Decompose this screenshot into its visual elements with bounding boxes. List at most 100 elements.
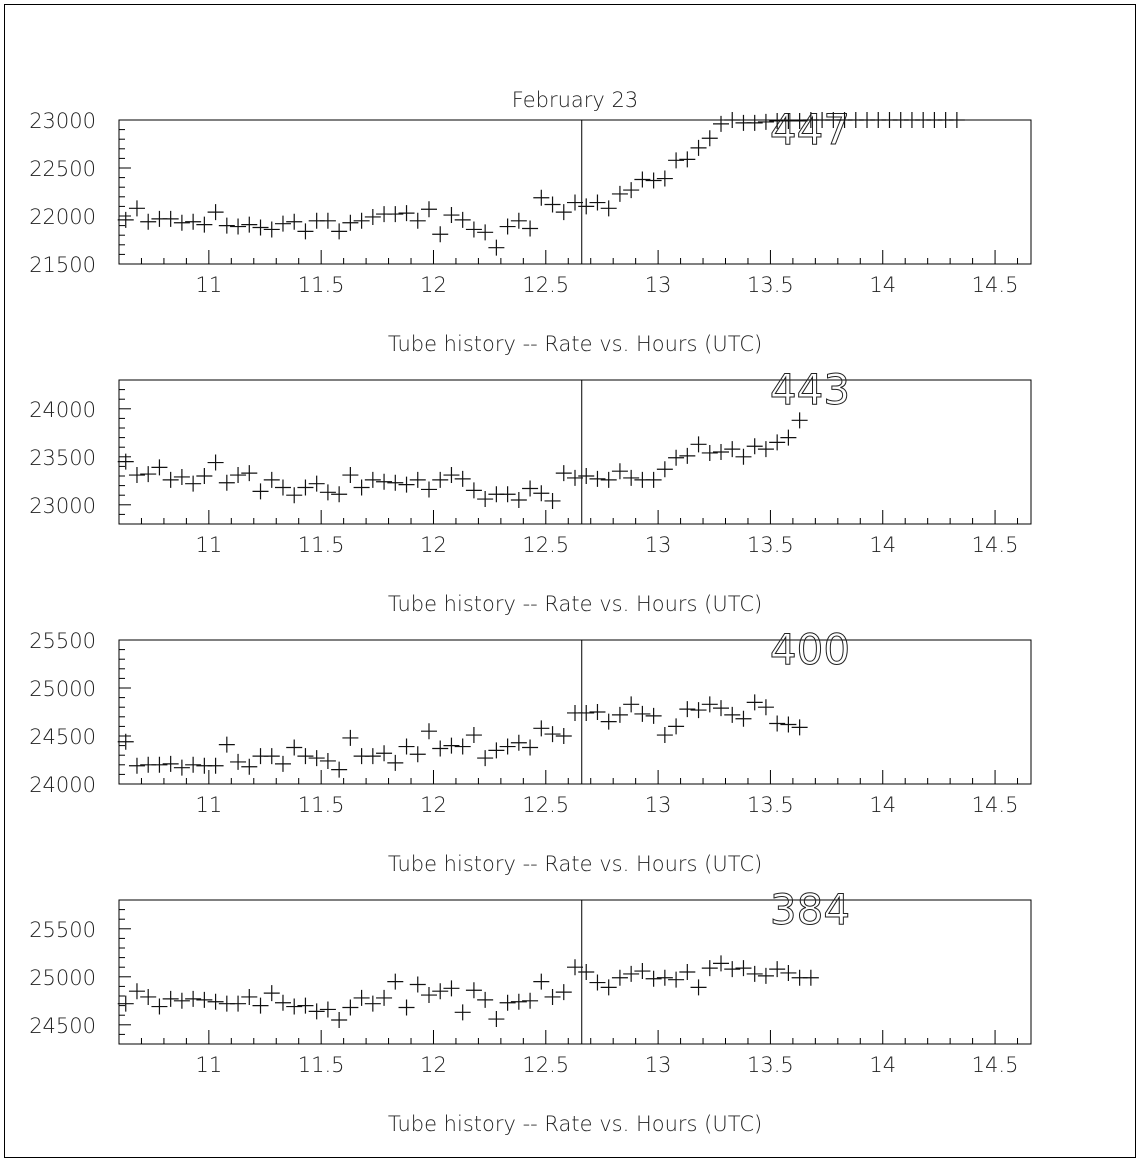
data-point — [387, 474, 404, 491]
data-point — [252, 219, 269, 236]
data-point — [488, 239, 505, 256]
data-point — [791, 112, 808, 129]
data-point — [218, 736, 235, 753]
data-point — [611, 185, 628, 202]
x-tick-label: 14.5 — [972, 273, 1019, 297]
x-tick-label: 13 — [645, 1053, 672, 1077]
data-point — [746, 438, 763, 455]
x-tick-label: 12 — [420, 273, 447, 297]
data-point — [230, 218, 247, 235]
x-tick-label: 14.5 — [972, 793, 1019, 817]
x-tick-label: 11.5 — [298, 793, 345, 817]
data-point — [567, 194, 583, 211]
data-point — [645, 707, 662, 724]
data-point — [713, 444, 730, 460]
chart-panel-447: 11 11.5 12 12.5 13 13.5 14 14.5 21500 22000 22500 2… — [29, 105, 1032, 356]
data-point — [196, 216, 213, 233]
data-point — [510, 993, 527, 1010]
data-point — [342, 467, 359, 484]
data-point — [623, 469, 640, 486]
data-point — [308, 1003, 325, 1020]
x-tick-label: 12.5 — [522, 1053, 569, 1077]
data-point — [477, 491, 494, 508]
data-point — [454, 211, 471, 228]
data-point — [252, 483, 269, 500]
data-point — [701, 130, 718, 147]
data-point — [342, 999, 359, 1016]
data-point — [353, 479, 370, 496]
data-point — [679, 701, 696, 718]
data-point — [757, 113, 774, 130]
data-point — [432, 226, 449, 243]
data-point — [274, 215, 291, 232]
data-point — [376, 473, 393, 490]
data-point — [948, 112, 965, 128]
data-point — [578, 198, 595, 215]
data-point — [724, 441, 741, 458]
data-point — [578, 468, 595, 484]
data-point — [668, 449, 685, 466]
tube-id-label: 443 — [770, 365, 850, 414]
data-point — [791, 719, 808, 736]
data-point — [499, 486, 516, 503]
data-point — [162, 471, 179, 488]
data-point — [398, 738, 415, 755]
data-point — [173, 468, 190, 485]
data-point — [454, 738, 471, 755]
data-point — [443, 207, 460, 224]
data-point — [465, 482, 482, 499]
data-point — [420, 481, 437, 498]
x-axis-label: Tube history -- Rate vs. Hours (UTC) — [388, 592, 762, 616]
data-point — [185, 475, 202, 492]
data-point — [196, 468, 213, 484]
data-point — [387, 206, 404, 223]
data-point — [746, 694, 763, 711]
data-point — [128, 757, 145, 774]
data-point — [522, 220, 539, 237]
x-tick-label: 13.5 — [747, 533, 794, 557]
y-tick-label: 23000 — [29, 109, 96, 133]
data-point — [746, 965, 763, 982]
data-point — [185, 756, 202, 773]
data-point — [769, 715, 786, 732]
data-point — [286, 487, 303, 504]
data-point — [252, 997, 269, 1014]
chart-panel-384: 11 11.5 12 12.5 13 13.5 14 14.5 24500 25000 25500 3… — [29, 885, 1032, 1136]
x-tick-label: 12 — [420, 533, 447, 557]
data-point — [701, 960, 718, 977]
data-point — [690, 979, 707, 996]
data-point — [713, 955, 730, 972]
y-tick-label: 25000 — [29, 677, 96, 701]
data-point — [331, 486, 348, 503]
data-point — [600, 200, 617, 217]
x-tick-label: 12.5 — [522, 793, 569, 817]
data-point — [274, 755, 291, 772]
data-point — [488, 742, 505, 759]
data-point — [207, 993, 224, 1010]
data-point — [286, 739, 303, 756]
data-point — [802, 969, 819, 986]
data-point — [398, 999, 415, 1016]
data-point — [173, 992, 190, 1009]
data-point — [140, 213, 157, 230]
data-point — [308, 475, 325, 492]
data-point — [522, 739, 539, 756]
data-point — [488, 1011, 505, 1028]
data-point — [668, 971, 685, 988]
data-point — [286, 213, 303, 230]
data-point — [319, 484, 336, 501]
data-point — [230, 467, 247, 484]
data-point — [117, 211, 134, 228]
data-point — [555, 465, 572, 482]
data-point — [420, 987, 437, 1004]
tube-id-label: 384 — [770, 885, 850, 934]
data-point — [297, 479, 314, 496]
data-point — [230, 995, 247, 1012]
x-tick-label: 13.5 — [747, 1053, 794, 1077]
x-axis-label: Tube history -- Rate vs. Hours (UTC) — [388, 1112, 762, 1136]
x-axis-label: Tube history -- Rate vs. Hours (UTC) — [388, 332, 762, 356]
data-point — [364, 995, 381, 1012]
data-point — [510, 734, 527, 751]
x-tick-label: 14 — [869, 273, 896, 297]
data-point — [151, 756, 168, 773]
